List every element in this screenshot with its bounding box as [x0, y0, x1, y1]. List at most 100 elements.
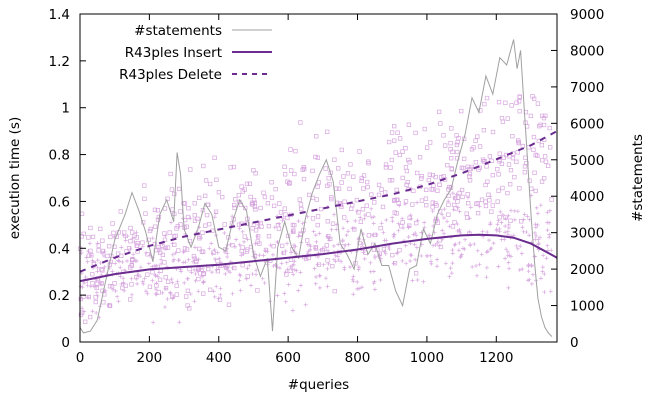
delete-point	[167, 230, 172, 235]
insert-point	[121, 276, 126, 281]
delete-point	[497, 159, 502, 164]
delete-point	[517, 94, 522, 99]
delete-point	[448, 147, 453, 152]
insert-point	[372, 287, 377, 292]
insert-point	[437, 243, 442, 248]
insert-point	[406, 235, 411, 240]
insert-point	[213, 211, 218, 216]
delete-point	[392, 138, 397, 143]
delete-point	[341, 174, 346, 179]
delete-point	[261, 190, 266, 195]
insert-point	[356, 265, 361, 270]
insert-point	[362, 256, 367, 261]
delete-point	[342, 215, 347, 220]
delete-point	[349, 206, 354, 212]
delete-point	[211, 250, 216, 255]
insert-point	[123, 238, 128, 243]
insert-point	[130, 236, 135, 241]
delete-point	[510, 155, 516, 161]
delete-point	[174, 292, 180, 297]
delete-point	[383, 162, 389, 167]
delete-line	[79, 130, 558, 273]
x-tick-label: 400	[206, 350, 232, 366]
delete-point	[454, 133, 459, 138]
delete-point	[395, 197, 400, 202]
delete-point	[297, 197, 302, 202]
delete-point	[359, 175, 364, 181]
insert-point	[163, 233, 168, 238]
insert-point	[409, 253, 414, 258]
delete-point	[497, 215, 502, 220]
insert-point	[415, 277, 420, 282]
delete-point	[512, 174, 517, 180]
delete-point	[372, 200, 377, 205]
insert-point	[378, 278, 383, 283]
delete-point	[460, 194, 465, 200]
insert-point	[151, 320, 156, 325]
delete-point	[366, 233, 372, 238]
delete-point	[318, 206, 324, 212]
insert-point	[273, 262, 278, 267]
delete-point	[214, 177, 219, 182]
delete-point	[427, 172, 433, 177]
delete-point	[198, 271, 203, 276]
insert-point	[222, 231, 227, 236]
insert-point	[542, 272, 547, 277]
insert-point	[239, 253, 244, 258]
delete-point	[339, 180, 344, 185]
insert-point	[262, 280, 267, 285]
delete-point	[465, 192, 470, 197]
delete-point	[378, 225, 383, 231]
delete-point	[162, 206, 168, 211]
delete-point	[236, 193, 241, 198]
insert-point	[94, 290, 99, 295]
delete-point	[232, 202, 237, 208]
insert-point	[240, 229, 245, 234]
delete-point	[548, 145, 553, 150]
insert-point	[413, 257, 418, 262]
delete-point	[330, 264, 335, 269]
insert-point	[408, 259, 413, 264]
delete-point	[109, 284, 115, 289]
delete-point	[351, 174, 356, 179]
insert-point	[400, 258, 405, 263]
insert-point	[473, 263, 478, 268]
delete-point	[477, 144, 483, 149]
insert-point	[216, 296, 221, 301]
delete-point	[301, 176, 307, 182]
insert-point	[419, 253, 424, 258]
insert-point	[90, 309, 95, 314]
insert-point	[542, 290, 547, 295]
delete-point	[431, 183, 436, 188]
delete-point	[192, 201, 197, 206]
delete-point	[325, 258, 330, 263]
delete-point	[487, 154, 493, 159]
insert-point	[335, 254, 340, 259]
insert-point	[390, 219, 395, 224]
delete-point	[332, 157, 337, 162]
delete-point	[403, 165, 409, 170]
insert-point	[400, 216, 405, 221]
insert-point	[254, 272, 259, 277]
delete-point	[263, 247, 269, 253]
insert-point	[396, 228, 401, 233]
insert-point	[333, 259, 338, 264]
delete-point	[262, 194, 268, 200]
delete-point	[269, 180, 274, 185]
delete-point	[482, 101, 487, 107]
insert-point	[519, 251, 524, 256]
insert-point	[441, 215, 446, 220]
insert-point	[80, 285, 85, 290]
delete-point	[310, 168, 315, 174]
plot-frame	[79, 13, 558, 343]
insert-point	[323, 276, 328, 281]
delete-point	[357, 149, 362, 154]
delete-point	[357, 240, 362, 246]
insert-point	[189, 270, 194, 275]
insert-point	[81, 281, 86, 286]
insert-point	[283, 299, 288, 304]
delete-point	[424, 187, 429, 192]
delete-point	[128, 225, 133, 231]
delete-point	[393, 150, 398, 155]
insert-point	[87, 241, 92, 246]
